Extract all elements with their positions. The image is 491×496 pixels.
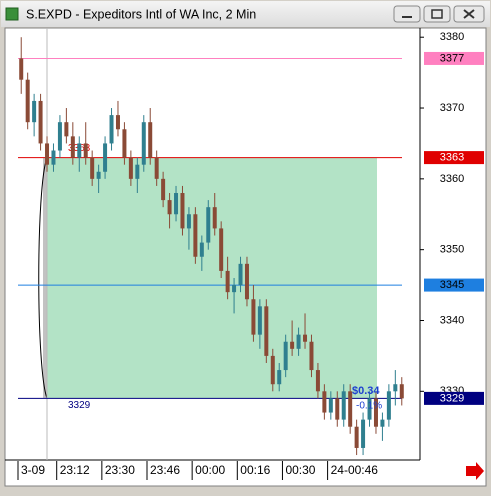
candle-body [167,200,172,215]
candle-body [115,115,120,130]
candle-body [45,143,50,165]
candle-body [283,341,288,371]
candle-body [264,306,269,356]
x-tick-label: 3-09 [21,463,45,477]
candle-body [399,384,404,399]
candle-body [90,157,95,179]
annotation: $0.34 [352,385,380,397]
y-tick-label: 3360 [440,173,464,185]
candle-body [70,136,75,158]
candle-body [135,164,140,179]
candle-body [186,214,191,229]
candle-body [128,157,133,179]
candle-body [96,171,101,179]
candle-body [303,334,308,342]
candle-body [38,100,43,144]
candle-body [361,419,366,448]
candle-body [148,122,153,158]
candle-body [277,370,282,385]
candle-body [77,143,82,158]
window-title: S.EXPD - Expeditors Intl of WA Inc, 2 Mi… [26,7,256,21]
candle-body [161,178,166,201]
level-price-label: 3345 [440,279,464,291]
candle-body [32,100,37,123]
candle-body [257,306,262,335]
level-price-box [424,51,484,65]
candle-body [251,299,256,335]
candle-body [25,79,30,123]
x-tick-label: 00:00 [195,463,225,477]
candle-body [180,193,185,229]
candle-body [373,398,378,427]
candle-body [270,355,275,385]
minimize-button[interactable] [393,5,421,23]
candle-body [206,207,211,243]
candle-body [109,115,114,144]
plot: 3330334033503360337033803377336333453329… [17,28,484,480]
level-price-label: 3377 [440,52,464,64]
y-tick-label: 3350 [440,244,464,256]
annotation: -0.1% [356,401,382,412]
candle-body [83,143,88,158]
candle-body [122,129,127,158]
candle-body [367,398,372,420]
x-tick-label: 23:30 [105,463,135,477]
price-zone [47,157,377,399]
y-tick-label: 3340 [440,314,464,326]
candle-body [341,391,346,420]
candle-body [238,263,243,286]
candle-body [57,122,62,151]
candle-body [328,398,333,413]
candle-body [232,285,237,293]
candle-body [193,214,198,257]
candle-body [103,143,108,172]
x-tick-label: 00:16 [240,463,270,477]
x-tick-label: 00:30 [285,463,315,477]
window-buttons [393,5,485,23]
candle-body [199,242,204,257]
scroll-arrow[interactable] [466,462,484,480]
zone-bracket [38,157,48,399]
candle-body [380,419,385,427]
candle-body [296,334,301,349]
level-price-box [424,151,484,165]
candle-body [19,58,24,80]
candle-body [141,122,146,165]
x-tick-label: 24-00:46 [331,463,379,477]
candle-body [322,391,327,413]
level-left-label: 3329 [68,400,91,411]
candle-body [315,370,320,392]
candle-body [174,193,179,215]
candle-body [335,398,340,420]
x-tick-label: 23:12 [60,463,90,477]
candle-body [393,384,398,392]
level-price-box [424,278,484,292]
candle-body [290,341,295,349]
level-price-box [424,391,484,405]
x-tick-label: 23:46 [150,463,180,477]
maximize-button[interactable] [423,5,451,23]
y-tick-label: 3380 [440,31,464,43]
candle-body [219,228,224,271]
level-price-label: 3363 [440,152,464,164]
candle-body [354,426,359,448]
y-tick-label: 3370 [440,102,464,114]
level-price-label: 3329 [440,392,464,404]
candle-body [386,391,391,420]
candle-body [51,150,56,165]
candle-body [348,391,353,427]
candle-body [244,263,249,300]
candle-body [154,157,159,179]
candle-body [212,207,217,229]
candle-body [64,122,69,137]
candle-body [309,341,314,371]
candle-body [225,270,230,293]
app-icon [5,7,19,21]
